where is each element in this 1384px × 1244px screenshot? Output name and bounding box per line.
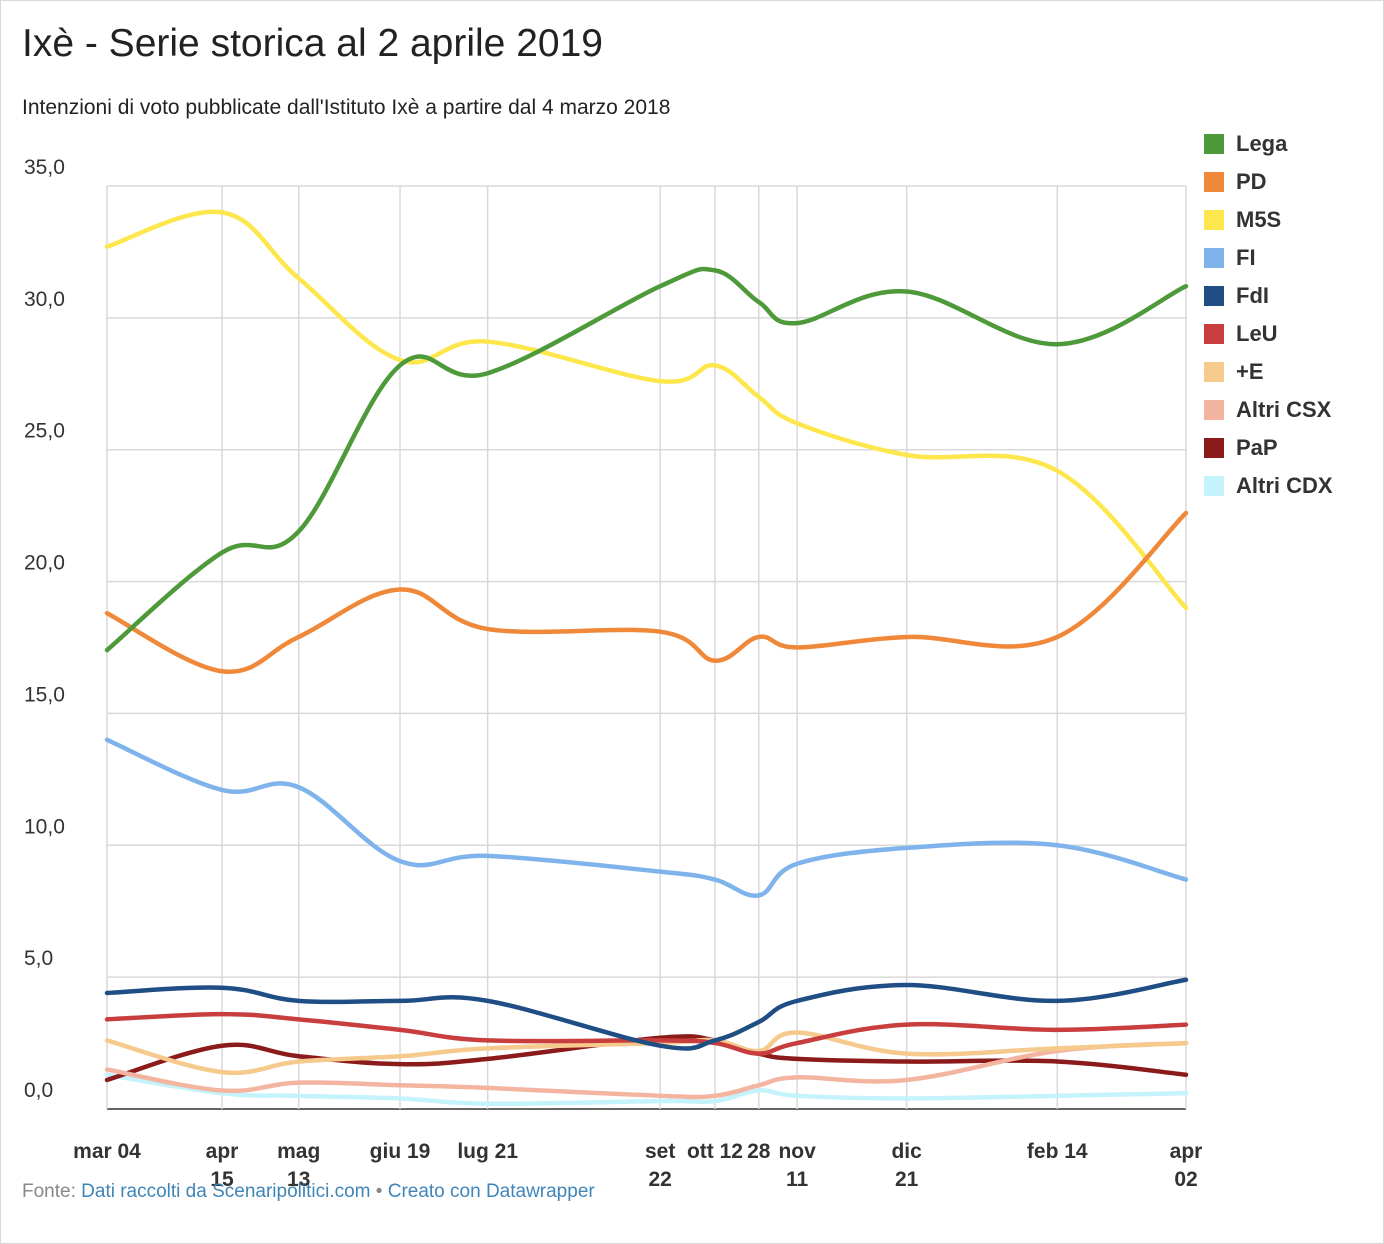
chart-subtitle: Intenzioni di voto pubblicate dall'Istit… xyxy=(22,96,671,119)
legend-item: M5S xyxy=(1204,201,1333,239)
x-tick-label: nov 11 xyxy=(778,1140,816,1191)
series-line-m5s xyxy=(104,209,1189,611)
series-line-fdi xyxy=(104,977,1189,1051)
chart-title: Ixè - Serie storica al 2 aprile 2019 xyxy=(22,22,603,65)
legend-label: M5S xyxy=(1236,207,1282,232)
legend-swatch xyxy=(1204,438,1224,458)
x-tick-label: set 22 xyxy=(645,1140,675,1191)
legend-item: Lega xyxy=(1204,125,1333,163)
legend-swatch xyxy=(1204,134,1224,154)
legend-item: PD xyxy=(1204,163,1333,201)
x-tick-label: ott 12 xyxy=(687,1140,743,1163)
source-label: Fonte: xyxy=(22,1181,76,1202)
credit-link[interactable]: Creato con Datawrapper xyxy=(387,1181,595,1202)
y-tick-label: 35,0 xyxy=(24,156,65,179)
series-line-lega xyxy=(104,266,1189,653)
x-tick-label: giu 19 xyxy=(370,1140,431,1163)
legend-item: FdI xyxy=(1204,277,1333,315)
x-tick-label: feb 14 xyxy=(1027,1140,1088,1163)
series-line-pap xyxy=(104,1034,1189,1083)
chart-grid xyxy=(106,185,1187,1110)
y-tick-label: 10,0 xyxy=(24,815,65,838)
x-tick-label: mar 04 xyxy=(73,1140,141,1163)
series-line-altri-csx xyxy=(104,1040,1189,1100)
x-tick-label: dic 21 xyxy=(891,1140,922,1191)
series-lines xyxy=(104,209,1189,1107)
x-tick-label: mag 13 xyxy=(277,1140,320,1191)
y-tick-label: 5,0 xyxy=(24,947,53,970)
x-tick-label: 28 xyxy=(747,1140,771,1163)
legend-label: Lega xyxy=(1236,131,1288,156)
legend-label: Altri CSX xyxy=(1236,397,1332,422)
chart-footer: Fonte: Dati raccolti da Scenaripolitici.… xyxy=(22,1181,595,1203)
x-tick-label: apr 15 xyxy=(206,1140,239,1191)
legend-item: Altri CDX xyxy=(1204,467,1333,505)
legend-label: FdI xyxy=(1236,283,1269,308)
x-tick-label: lug 21 xyxy=(457,1140,518,1163)
series-line-leu xyxy=(104,1011,1189,1056)
y-tick-label: 15,0 xyxy=(24,683,65,706)
legend-swatch xyxy=(1204,324,1224,344)
y-axis: 0,0 5,0 10,0 15,0 20,0 25,0 30,0 35,0 xyxy=(24,156,65,1102)
legend-swatch xyxy=(1204,210,1224,230)
x-tick-label: apr 02 xyxy=(1170,1140,1203,1191)
chart-legend: Lega PD M5S FI FdI LeU +E Altri CSX PaP Altri CDX xyxy=(1204,125,1333,505)
legend-label: PaP xyxy=(1236,435,1278,460)
legend-label: PD xyxy=(1236,169,1267,194)
x-axis: mar 04 apr 15 mag 13 giu 19 lug 21 set 22 ott 12 2… xyxy=(73,1140,1202,1191)
legend-label: +E xyxy=(1236,359,1264,384)
legend-swatch xyxy=(1204,362,1224,382)
legend-item: FI xyxy=(1204,239,1333,277)
legend-swatch xyxy=(1204,172,1224,192)
legend-label: FI xyxy=(1236,245,1256,270)
legend-swatch xyxy=(1204,476,1224,496)
source-link[interactable]: Dati raccolti da Scenaripolitici.com xyxy=(81,1181,371,1202)
legend-label: LeU xyxy=(1236,321,1278,346)
series-line-pd xyxy=(104,510,1189,674)
y-tick-label: 30,0 xyxy=(24,288,65,311)
legend-item: LeU xyxy=(1204,315,1333,353)
legend-item: Altri CSX xyxy=(1204,391,1333,429)
legend-swatch xyxy=(1204,286,1224,306)
y-tick-label: 0,0 xyxy=(24,1079,53,1102)
series-line-fi xyxy=(104,737,1189,898)
legend-swatch xyxy=(1204,248,1224,268)
legend-item: PaP xyxy=(1204,429,1333,467)
legend-item: +E xyxy=(1204,353,1333,391)
y-tick-label: 25,0 xyxy=(24,420,65,443)
footer-separator: • xyxy=(375,1181,383,1202)
series-line-altri-cdx xyxy=(104,1072,1189,1107)
y-tick-label: 20,0 xyxy=(24,552,65,575)
legend-swatch xyxy=(1204,400,1224,420)
legend-label: Altri CDX xyxy=(1236,473,1333,498)
